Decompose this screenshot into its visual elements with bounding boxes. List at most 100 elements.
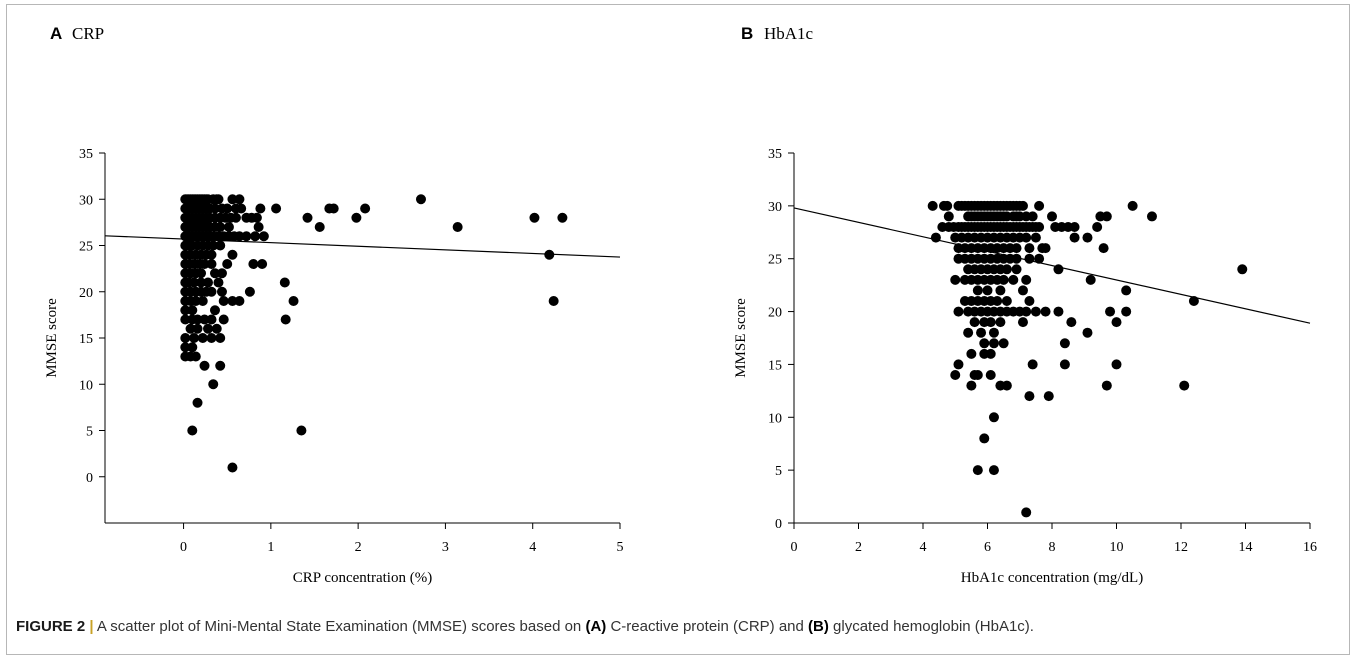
crp-data-point <box>197 333 208 343</box>
hba1c-data-point <box>1011 253 1022 264</box>
hba1c-x-tick-label: 4 <box>920 540 927 555</box>
hba1c-data-point <box>985 348 996 359</box>
crp-data-point <box>360 203 371 214</box>
hba1c-data-point <box>1059 359 1070 370</box>
crp-trend-line <box>104 235 621 258</box>
crp-data-point <box>279 277 290 288</box>
crp-data-point <box>180 342 191 353</box>
crp-data-point <box>187 342 198 353</box>
crp-x-tick-label: 0 <box>180 540 187 555</box>
crp-data-point <box>206 333 217 343</box>
crp-data-point <box>215 360 226 371</box>
crp-data-point <box>187 305 198 316</box>
hba1c-data-point <box>1040 306 1051 317</box>
crp-data-point <box>302 212 313 223</box>
hba1c-x-tick-label: 2 <box>855 540 862 555</box>
caption-label: FIGURE 2 <box>16 618 86 635</box>
crp-data-point <box>215 333 226 343</box>
crp-data-point <box>258 231 269 242</box>
hba1c-data-point <box>976 327 987 338</box>
crp-x-axis-label: CRP concentration (%) <box>293 570 432 586</box>
crp-data-point <box>253 222 264 232</box>
crp-data-point <box>192 314 203 325</box>
hba1c-data-point <box>972 370 983 380</box>
hba1c-y-axis-label: MMSE score <box>733 298 749 378</box>
crp-data-point <box>180 305 191 316</box>
crp-data-point <box>234 231 245 242</box>
hba1c-data-point <box>1030 232 1041 243</box>
crp-data-point <box>244 286 255 297</box>
crp-data-point <box>227 194 238 205</box>
panel-b-letter: B <box>741 24 754 43</box>
hba1c-data-point <box>979 338 990 349</box>
hba1c-data-point <box>979 433 990 444</box>
hba1c-data-point <box>1011 243 1022 254</box>
hba1c-x-tick-label: 12 <box>1174 540 1188 555</box>
hba1c-data-point <box>1001 264 1012 275</box>
hba1c-trend-line <box>793 207 1311 324</box>
crp-data-point <box>218 314 229 325</box>
figure-frame <box>6 4 1350 655</box>
crp-data-point <box>203 323 213 334</box>
crp-data-point <box>257 259 268 269</box>
hba1c-data-point <box>1127 200 1138 211</box>
crp-y-tick-label: 5 <box>86 425 93 440</box>
hba1c-x-tick-label: 10 <box>1110 540 1124 555</box>
hba1c-data-point <box>1101 211 1112 222</box>
crp-data-point <box>222 259 233 269</box>
crp-data-point <box>197 296 208 306</box>
crp-data-point <box>213 194 224 205</box>
crp-data-point <box>215 222 226 232</box>
crp-data-point <box>218 296 229 306</box>
crp-data-point <box>209 268 220 279</box>
crp-data-point <box>206 286 217 297</box>
crp-data-point <box>314 222 325 232</box>
hba1c-data-point <box>988 412 999 423</box>
hba1c-y-tick-label: 15 <box>768 358 782 373</box>
hba1c-data-point <box>966 348 977 359</box>
hba1c-data-point <box>1121 306 1132 317</box>
crp-data-point <box>557 212 568 223</box>
caption-ref-a: (A) <box>585 618 607 635</box>
hba1c-data-point <box>953 306 964 317</box>
crp-data-point <box>180 314 191 325</box>
hba1c-y-tick-label: 5 <box>775 464 782 479</box>
hba1c-data-point <box>1001 380 1012 391</box>
hba1c-data-point <box>1021 507 1032 518</box>
hba1c-x-tick-label: 6 <box>984 540 991 555</box>
crp-data-point <box>234 194 245 205</box>
hba1c-data-point <box>1047 211 1057 222</box>
crp-y-axis-label: MMSE score <box>44 298 60 378</box>
caption-text-3: glycated hemoglobin (HbA1c). <box>828 618 1034 635</box>
hba1c-data-point <box>950 370 961 380</box>
crp-data-point <box>222 203 233 214</box>
crp-data-point <box>288 296 299 306</box>
hba1c-data-point <box>998 274 1009 285</box>
crp-y-tick-label: 20 <box>79 286 93 301</box>
hba1c-data-point <box>969 317 980 328</box>
figure-caption: FIGURE 2 | A scatter plot of Mini-Mental… <box>16 618 1034 635</box>
hba1c-data-point <box>1053 306 1064 317</box>
hba1c-data-point <box>1101 380 1112 391</box>
hba1c-y-tick-label: 10 <box>768 411 782 426</box>
caption-separator: | <box>89 618 94 635</box>
hba1c-data-point <box>1105 306 1116 317</box>
crp-data-point <box>234 296 245 306</box>
hba1c-data-point <box>927 200 938 211</box>
hba1c-data-point <box>953 359 964 370</box>
crp-data-point <box>190 351 201 362</box>
crp-data-point <box>227 249 238 260</box>
hba1c-data-point <box>1092 222 1103 232</box>
hba1c-data-point <box>1017 285 1028 296</box>
crp-y-tick-label: 25 <box>79 240 93 255</box>
crp-data-point <box>529 212 540 223</box>
crp-data-point <box>250 231 261 242</box>
crp-data-point <box>206 314 217 325</box>
hba1c-data-point <box>972 285 983 296</box>
crp-x-tick-label: 4 <box>529 540 536 555</box>
hba1c-data-point <box>992 296 1003 306</box>
hba1c-data-point <box>988 465 999 476</box>
hba1c-data-point <box>1069 232 1080 243</box>
caption-ref-b: (B) <box>808 618 829 635</box>
